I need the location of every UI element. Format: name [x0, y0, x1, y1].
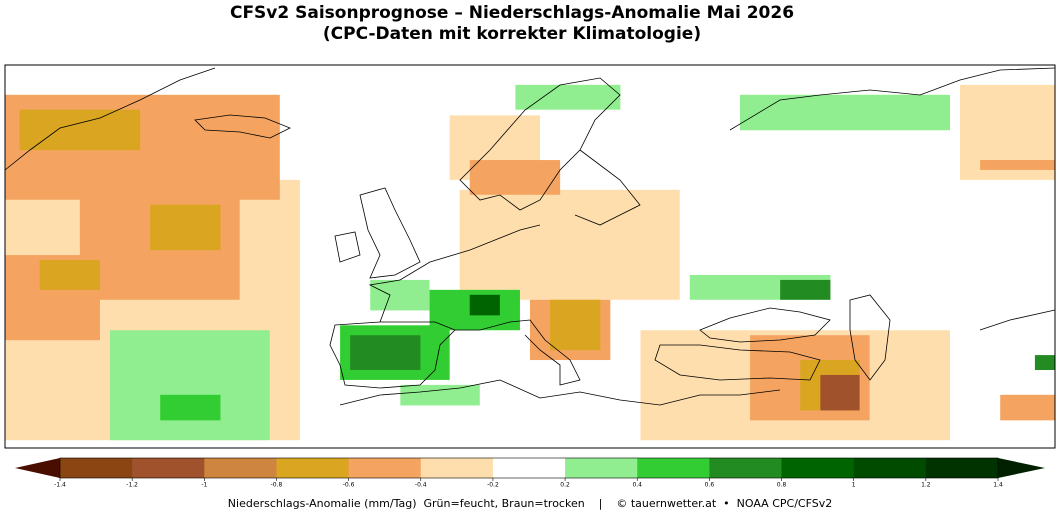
- colorbar-segment: [420, 458, 494, 478]
- anomaly-cell: [550, 299, 601, 351]
- scandinavia-coast: [459, 77, 621, 211]
- colorbar-tick-label: -1.4: [54, 482, 66, 489]
- anomaly-cell: [1034, 355, 1055, 370]
- anomaly-cell: [370, 279, 430, 311]
- italy-coast: [455, 319, 581, 386]
- baltic-coast: [574, 149, 641, 226]
- colorbar-segment: [709, 458, 783, 478]
- colorbar-tick-label: 0.6: [705, 482, 715, 489]
- africa-coast: [339, 379, 781, 406]
- colorbar-tick-label: -1: [201, 482, 207, 489]
- colorbar-tick-label: 1.2: [921, 482, 931, 489]
- colorbar-tick-label: -0.4: [415, 482, 427, 489]
- anomaly-cell: [350, 335, 421, 370]
- iberia-coast: [329, 321, 456, 389]
- anomaly-cell: [150, 204, 221, 251]
- colorbar-segment: [781, 458, 855, 478]
- britain-coast: [359, 187, 421, 279]
- east-border: [979, 309, 1056, 331]
- colorbar-segment: [565, 458, 638, 478]
- colorbar-label: Niederschlags-Anomalie (mm/Tag) Grün=feu…: [228, 497, 832, 510]
- colorbar-segment: [637, 458, 710, 478]
- anomaly-cell: [980, 160, 1055, 170]
- colorbar-segment: [276, 458, 350, 478]
- colorbar-tick-label: -1.2: [126, 482, 138, 489]
- black-sea-coast: [699, 307, 831, 343]
- chart-subtitle: (CPC-Daten mit korrekter Klimatologie): [323, 24, 701, 44]
- colorbar-over: [998, 458, 1045, 478]
- colorbar-segment: [132, 458, 205, 478]
- colorbar-tick-label: 1: [852, 482, 856, 489]
- colorbar-tick-label: 0.4: [632, 482, 642, 489]
- anomaly-cell: [515, 84, 621, 110]
- anomaly-cell: [39, 260, 100, 290]
- turkey-coast: [654, 344, 821, 381]
- anomaly-cell: [459, 189, 680, 300]
- anomaly-cell: [469, 294, 500, 316]
- iceland-coast: [194, 114, 291, 139]
- anomaly-cell: [400, 384, 480, 406]
- colorbar-tick-label: 0.8: [777, 482, 787, 489]
- colorbar-segment: [853, 458, 927, 478]
- anomaly-cell: [110, 330, 270, 441]
- colorbar-tick-label: -0.8: [271, 482, 283, 489]
- colorbar-under: [15, 458, 60, 478]
- colorbar-segment: [348, 458, 422, 478]
- colorbar-tick-label: -0.6: [343, 482, 355, 489]
- arctic-coast: [729, 67, 1056, 131]
- anomaly-field: [5, 84, 1055, 441]
- caspian-coast: [849, 294, 891, 381]
- colorbar-segment: [60, 458, 133, 478]
- colorbar-segment: [925, 458, 999, 478]
- anomaly-cell: [820, 374, 860, 411]
- colorbar-segment: [492, 458, 566, 478]
- anomaly-cell: [469, 160, 561, 195]
- map-frame: [4, 64, 1056, 449]
- colorbar-tick-label: 0.2: [560, 482, 570, 489]
- colorbar-tick-label: 1.4: [993, 482, 1003, 489]
- ireland-coast: [334, 231, 361, 263]
- colorbar-tick-label: -0.2: [487, 482, 499, 489]
- chart-title: CFSv2 Saisonprognose – Niederschlags-Ano…: [230, 3, 794, 23]
- greenland-coast: [4, 67, 216, 171]
- anomaly-cell: [160, 394, 221, 421]
- colorbar: -1.4 -1.2 -1 -0.8 -0.6 -0.4 -0.2 0.2 0.4 0.6 0.8 1 1…: [15, 457, 1045, 489]
- anomaly-cell: [780, 279, 831, 300]
- colorbar-segment: [204, 458, 277, 478]
- anomaly-cell: [740, 94, 950, 131]
- coastlines: [4, 67, 1056, 406]
- colorbar-frame: [59, 457, 999, 479]
- anomaly-cell: [1000, 394, 1055, 421]
- france-coast: [368, 224, 541, 323]
